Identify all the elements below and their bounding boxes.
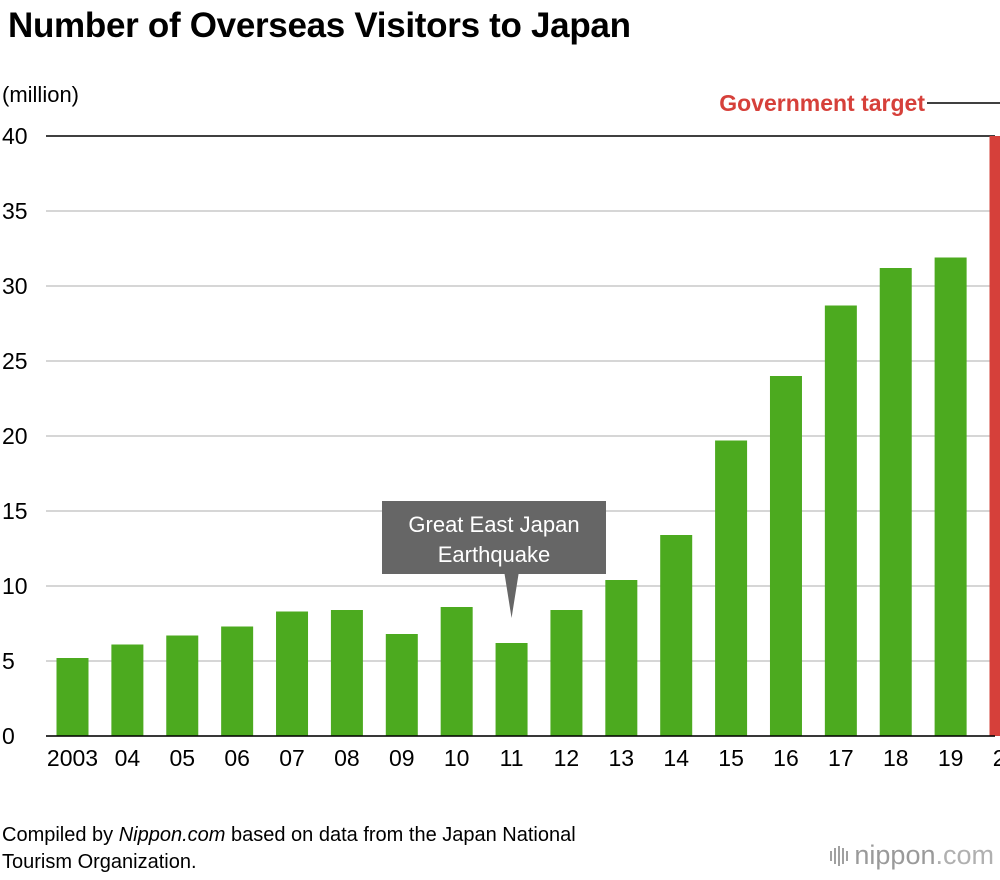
bar-06: [221, 626, 254, 736]
source-prefix: Compiled by: [2, 824, 119, 846]
y-tick-label-0: 0: [2, 723, 15, 749]
y-tick-label-10: 10: [2, 573, 28, 599]
x-tick-label-15: 15: [718, 745, 744, 771]
bar-14: [660, 535, 693, 736]
source-note: Compiled by Nippon.com based on data fro…: [2, 822, 576, 876]
x-tick-label-16: 16: [773, 745, 799, 771]
bar-16: [769, 376, 802, 736]
y-axis-unit-label: (million): [2, 82, 79, 107]
y-tick-label-35: 35: [2, 198, 28, 224]
x-tick-label-18: 18: [883, 745, 909, 771]
bar-05: [166, 635, 199, 736]
logo-name: nippon: [854, 840, 936, 870]
source-rest: based on data from the Japan National: [225, 824, 576, 846]
x-tick-label-10: 10: [444, 745, 470, 771]
bar-15: [715, 440, 748, 736]
x-tick-label-09: 09: [389, 745, 415, 771]
x-tick-label-20: 20: [993, 745, 1000, 771]
logo-domain: .com: [935, 840, 994, 870]
x-tick-label-06: 06: [224, 745, 250, 771]
bar-09: [385, 634, 418, 736]
bar-19: [934, 257, 967, 736]
government-target-label: Government target: [719, 90, 925, 116]
nippon-logo: nippon .com: [830, 840, 994, 871]
bar-17: [824, 305, 857, 736]
x-tick-label-11: 11: [500, 745, 524, 771]
x-tick-label-12: 12: [554, 745, 580, 771]
x-tick-label-2003: 2003: [47, 745, 98, 771]
y-tick-label-20: 20: [2, 423, 28, 449]
bar-11: [495, 643, 528, 736]
x-tick-label-07: 07: [279, 745, 305, 771]
source-line2: Tourism Organization.: [2, 851, 197, 873]
y-tick-label-25: 25: [2, 348, 28, 374]
x-tick-label-14: 14: [663, 745, 689, 771]
y-tick-label-30: 30: [2, 273, 28, 299]
bar-13: [605, 580, 638, 736]
y-tick-label-15: 15: [2, 498, 28, 524]
government-target-leader-line: [927, 102, 1000, 104]
x-tick-label-17: 17: [828, 745, 854, 771]
chart-title: Number of Overseas Visitors to Japan: [8, 6, 631, 45]
y-tick-label-5: 5: [2, 648, 15, 674]
bar-2003: [56, 658, 89, 736]
x-tick-label-19: 19: [938, 745, 964, 771]
x-tick-label-04: 04: [115, 745, 141, 771]
earthquake-callout-box: [382, 501, 606, 618]
bar-target-20: [989, 136, 1000, 736]
bar-08: [330, 610, 363, 736]
bar-10: [440, 607, 473, 736]
x-tick-label-05: 05: [169, 745, 195, 771]
y-tick-label-40: 40: [2, 123, 28, 149]
earthquake-callout-line-2: Earthquake: [438, 542, 551, 567]
bar-12: [550, 610, 583, 736]
source-site: Nippon.com: [118, 824, 226, 846]
bar-18: [879, 268, 912, 736]
earthquake-callout-line-1: Great East Japan: [408, 512, 579, 537]
x-tick-label-13: 13: [609, 745, 635, 771]
bar-04: [111, 644, 144, 736]
bar-07: [276, 611, 309, 736]
x-tick-label-08: 08: [334, 745, 360, 771]
logo-bars-icon: [830, 845, 849, 866]
